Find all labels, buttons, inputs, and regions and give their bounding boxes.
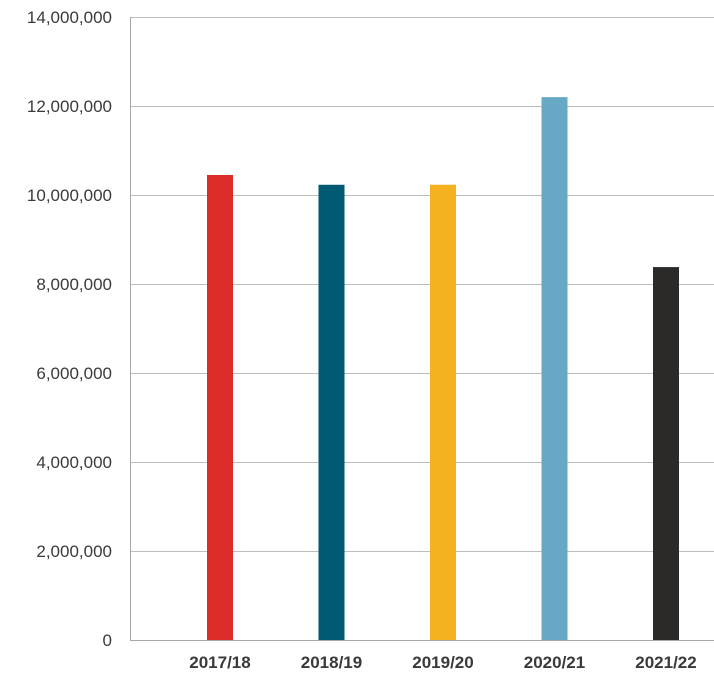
bar-2018-19 xyxy=(318,184,345,640)
bars xyxy=(207,97,679,641)
y-tick-label-6: 12,000,000 xyxy=(27,97,112,116)
bar-2017-18 xyxy=(207,174,233,640)
x-tick-label-2020-21: 2020/21 xyxy=(524,653,585,672)
x-tick-label-2017-18: 2017/18 xyxy=(189,653,250,672)
bar-2019-20 xyxy=(430,184,456,640)
y-tick-label-4: 8,000,000 xyxy=(36,275,112,294)
y-tick-label-7: 14,000,000 xyxy=(27,8,112,27)
x-tick-label-2021-22: 2021/22 xyxy=(635,653,696,672)
bar-2020-21 xyxy=(541,97,568,641)
x-tick-label-2019-20: 2019/20 xyxy=(412,653,473,672)
axes xyxy=(130,17,714,641)
y-axis-tick-labels: 0 2,000,000 4,000,000 6,000,000 8,000,000 10,… xyxy=(27,8,112,650)
y-tick-label-2: 4,000,000 xyxy=(36,453,112,472)
y-tick-label-3: 6,000,000 xyxy=(36,364,112,383)
y-tick-label-1: 2,000,000 xyxy=(36,542,112,561)
x-axis-category-labels: 2017/18 2018/19 2019/20 2020/21 2021/22 xyxy=(189,653,696,672)
x-tick-label-2018-19: 2018/19 xyxy=(301,653,362,672)
y-tick-label-0: 0 xyxy=(103,631,112,650)
bar-2021-22 xyxy=(653,267,679,640)
y-tick-label-5: 10,000,000 xyxy=(27,186,112,205)
